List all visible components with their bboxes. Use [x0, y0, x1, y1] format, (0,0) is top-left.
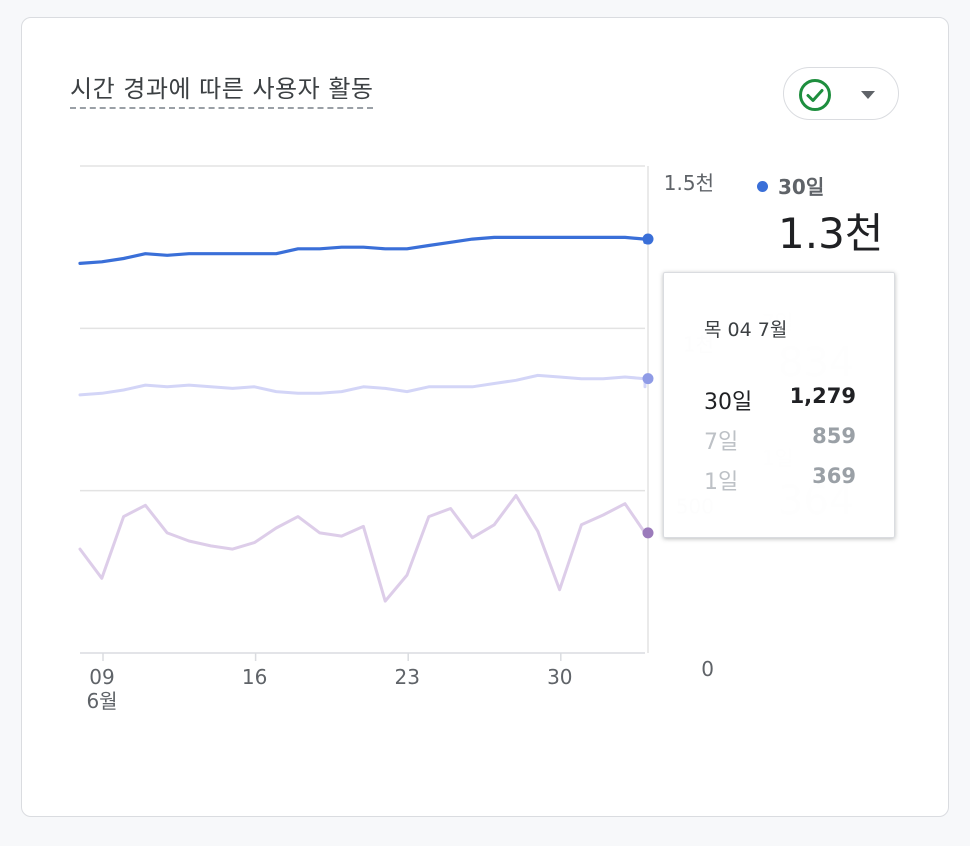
value-30-day: 1.3천 [778, 209, 884, 258]
hover-point [642, 373, 654, 385]
x-tick-label: 16 [242, 665, 267, 689]
tooltip-value: 1,279 [789, 384, 856, 408]
hover-point [642, 527, 654, 539]
x-tick-label: 23 [394, 665, 419, 689]
status-dropdown-button[interactable] [783, 67, 899, 120]
legend-30-dot [757, 181, 768, 192]
series-line-1일 [78, 494, 647, 603]
tooltip-label: 1일 [704, 470, 739, 495]
legend-30-label: 30일 [778, 175, 825, 199]
caret-down-icon [861, 91, 875, 99]
x-month-label: 6월 [86, 689, 117, 713]
tooltip-date: 목 04 7월 [704, 319, 788, 341]
tooltip-label: 30일 [704, 390, 753, 415]
card-title[interactable]: 시간 경과에 따른 사용자 활동 [70, 69, 374, 109]
y-tick-label: 0 [701, 657, 714, 681]
tooltip-row-30: 30일 1,279 [704, 384, 856, 415]
check-circle-icon [799, 79, 831, 111]
tooltip-label: 7일 [704, 430, 739, 455]
x-tick-label: 09 [89, 665, 114, 689]
tooltip-value: 859 [812, 424, 856, 448]
chart-tooltip: 목 04 7월 30일 1,279 7일 859 1일 369 [663, 272, 895, 538]
series-line-7일 [78, 373, 647, 397]
tooltip-row-1: 1일 369 [704, 464, 856, 495]
tooltip-row-7: 7일 859 [704, 424, 856, 455]
hover-point [642, 233, 654, 245]
x-tick-label: 30 [547, 665, 572, 689]
legend-30-day: 30일 [757, 171, 824, 200]
y-tick-label: 1.5천 [664, 171, 714, 195]
series-line-30일 [78, 235, 647, 265]
tooltip-value: 369 [812, 464, 856, 488]
